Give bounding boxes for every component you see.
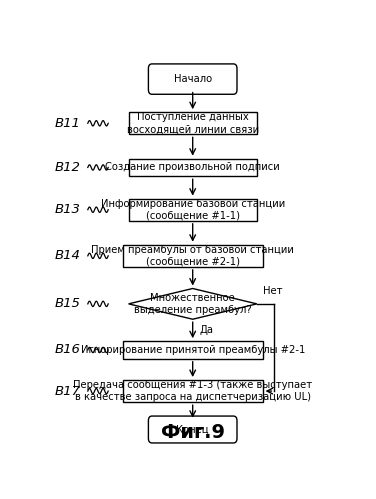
FancyBboxPatch shape — [149, 416, 237, 443]
Text: Игнорирование принятой преамбулы #2-1: Игнорирование принятой преамбулы #2-1 — [80, 345, 305, 355]
Bar — [129, 199, 257, 221]
Text: Множественное
выделение преамбул?: Множественное выделение преамбул? — [134, 293, 252, 315]
Bar — [129, 159, 257, 176]
Text: Информирование базовой станции
(сообщение #1-1): Информирование базовой станции (сообщени… — [100, 199, 285, 221]
Bar — [123, 245, 262, 267]
Polygon shape — [129, 288, 257, 319]
Text: B16: B16 — [55, 343, 80, 356]
Text: B13: B13 — [55, 203, 80, 216]
Text: Создание произвольной подписи: Создание произвольной подписи — [105, 163, 280, 173]
Text: Передача сообщения #1-3 (также выступает
в качестве запроса на диспетчеризацию U: Передача сообщения #1-3 (также выступает… — [73, 380, 312, 402]
FancyBboxPatch shape — [149, 64, 237, 94]
Bar — [123, 380, 262, 402]
Text: B14: B14 — [55, 250, 80, 262]
Bar — [123, 341, 262, 359]
Text: Да: Да — [200, 325, 214, 335]
Text: Фиг.9: Фиг.9 — [161, 423, 225, 442]
Text: Прием преамбулы от базовой станции
(сообщение #2-1): Прием преамбулы от базовой станции (сооб… — [91, 245, 294, 266]
Bar — [129, 112, 257, 134]
Text: B15: B15 — [55, 297, 80, 310]
Text: Нет: Нет — [262, 286, 282, 296]
Text: B11: B11 — [55, 117, 80, 130]
Text: Поступление данных
восходящей линии связи: Поступление данных восходящей линии связ… — [127, 112, 259, 134]
Text: B17: B17 — [55, 385, 80, 398]
Text: B12: B12 — [55, 161, 80, 174]
Text: Начало: Начало — [174, 74, 212, 84]
Text: Конец: Конец — [176, 425, 209, 435]
